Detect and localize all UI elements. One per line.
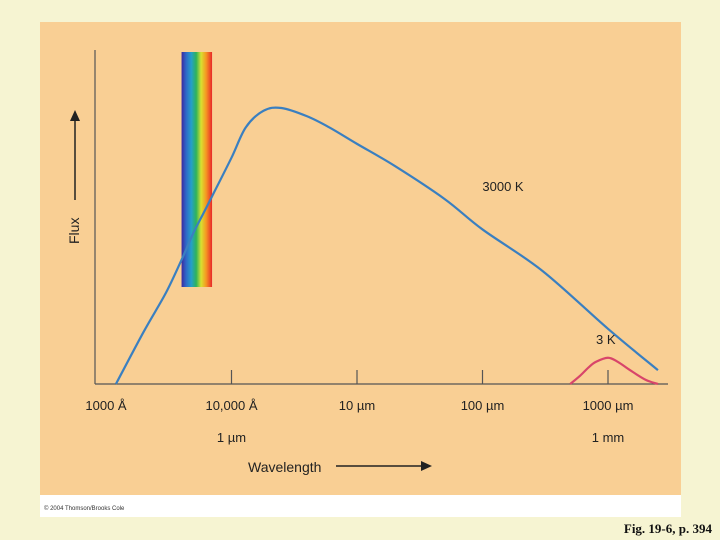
x-tick-label: 10 µm	[339, 398, 375, 413]
x-tick-label: 1000 µm	[583, 398, 634, 413]
x-tick-label: 10,000 Å	[205, 398, 257, 413]
y-axis-title: Flux	[66, 218, 82, 244]
x-tick-label: 100 µm	[461, 398, 505, 413]
series-line-3k	[569, 356, 659, 386]
x-tick-sublabel: 1 mm	[592, 430, 625, 445]
y-axis-arrow-head	[70, 110, 80, 121]
credit-strip: © 2004 Thomson/Brooks Cole	[40, 495, 681, 517]
chart: 1000 Å 10,000 Å 1 µm 10 µm 100 µm 1000 µm 1 mm…	[66, 50, 668, 475]
x-axis-title: Wavelength	[248, 459, 321, 475]
series-label-3000k: 3000 K	[482, 179, 524, 194]
series-line-3000k	[114, 106, 659, 385]
x-axis-arrow-head	[421, 461, 432, 471]
copyright-text: © 2004 Thomson/Brooks Cole	[44, 506, 125, 512]
x-tick-sublabel: 1 µm	[217, 430, 246, 445]
series-label-3k: 3 K	[596, 332, 616, 347]
x-tick-label: 1000 Å	[85, 398, 127, 413]
figure-panel: 1000 Å 10,000 Å 1 µm 10 µm 100 µm 1000 µm 1 mm…	[40, 22, 681, 495]
figure-caption: Fig. 19-6, p. 394	[623, 521, 712, 536]
